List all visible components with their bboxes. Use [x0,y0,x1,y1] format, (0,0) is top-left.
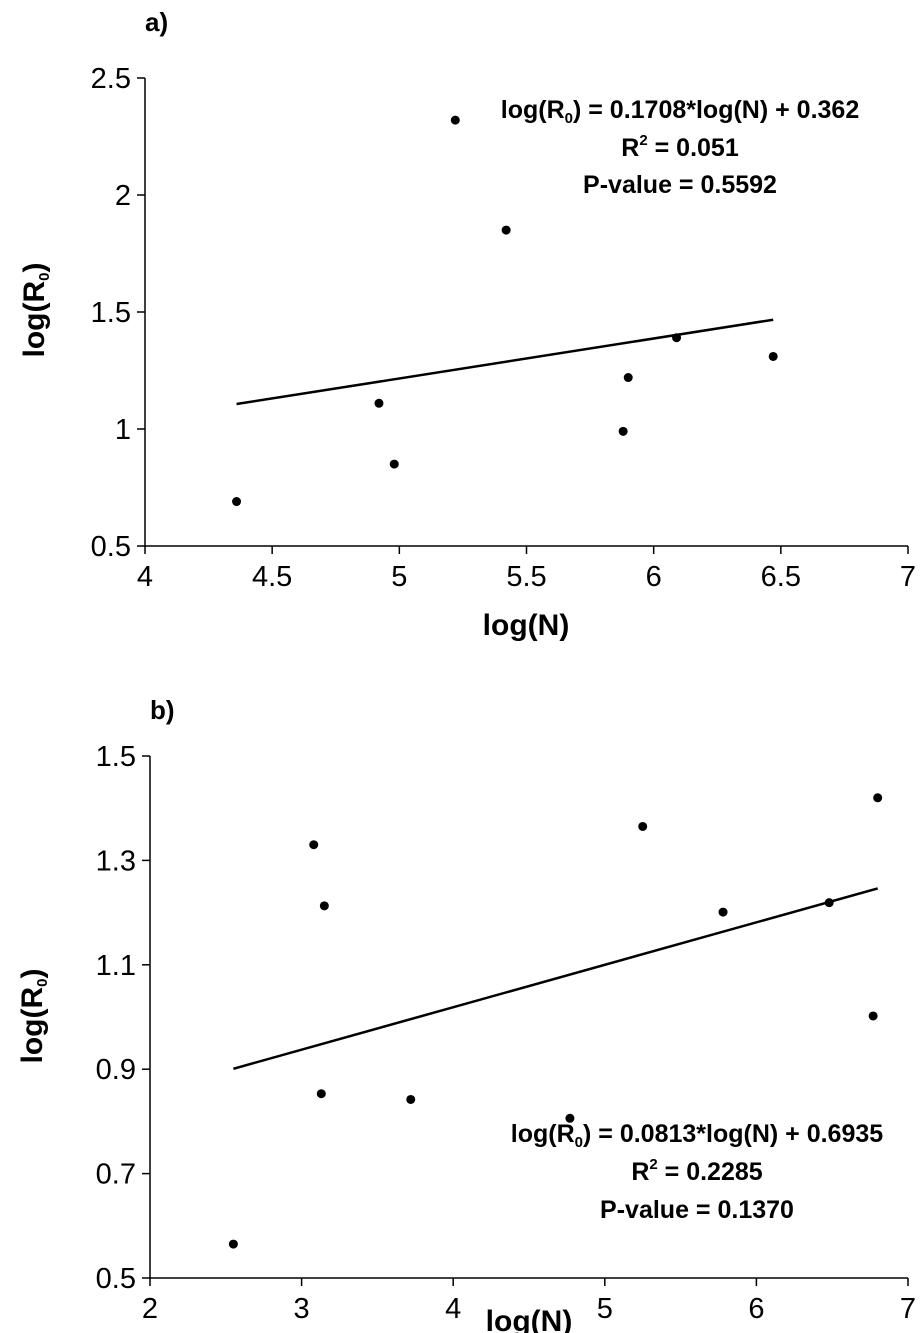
data-point [309,840,319,850]
panel-a-ylabel-subscript: 0 [36,273,53,281]
panel-b: b) 2 3 4 5 6 7 0.5 0.7 0.9 1.1 1.3 1.5 log(N) log(… [16,695,916,1333]
panel-a-equation-prefix: log(R [501,96,565,124]
panel-a-ylabel-close: ) [18,263,51,273]
panel-a-r2-base: R [621,134,639,162]
data-point [232,497,242,507]
panel-a-r2-rest: = 0.051 [648,134,739,162]
panel-a-x-ticks: 4 4.5 5 5.5 6 6.5 7 [137,546,916,593]
data-point [389,459,399,469]
panel-a-r2-superscript: 2 [639,132,647,149]
data-point [501,225,511,235]
y-tick-label: 1.5 [91,297,131,329]
panel-b-x-ticks: 2 3 4 5 6 7 [142,1278,916,1325]
data-point [623,373,633,383]
data-point [450,115,460,125]
y-tick-label: 1.1 [96,950,136,982]
y-tick-label: 1.3 [96,845,136,877]
y-tick-label: 2 [115,180,131,212]
panel-b-r2: R2 = 0.2285 [631,1156,762,1186]
data-point [873,793,883,803]
panel-b-y-ticks: 0.5 0.7 0.9 1.1 1.3 1.5 [96,741,150,1295]
panel-b-label: b) [150,695,175,725]
panel-b-xlabel: log(N) [486,1305,573,1333]
panel-b-ylabel-base: log(R [16,987,49,1064]
x-tick-label: 4 [137,561,153,593]
panel-a-trendline [236,318,774,406]
data-point [228,1239,238,1249]
panel-b-equation-prefix: log(R [511,1120,575,1148]
panel-a-r2: R2 = 0.051 [621,132,739,162]
x-tick-label: 6.5 [761,561,801,593]
y-tick-label: 2.5 [91,63,131,95]
panel-b-equation-subscript: 0 [575,1134,583,1151]
y-tick-label: 0.5 [91,531,131,563]
panel-a-label: a) [145,7,168,37]
data-point [319,901,329,911]
data-point [768,351,778,361]
panel-a-equation-subscript: 0 [565,110,573,127]
x-tick-label: 3 [294,1293,310,1325]
panel-b-trendline [233,887,879,1070]
x-tick-label: 2 [142,1293,158,1325]
x-tick-label: 6 [748,1293,764,1325]
x-tick-label: 5 [597,1293,613,1325]
panel-a-equation: log(R0) = 0.1708*log(N) + 0.362 [501,96,859,127]
x-tick-label: 4.5 [252,561,292,593]
data-point [672,333,682,343]
panel-a-y-ticks: 0.5 1 1.5 2 2.5 [91,63,145,563]
panel-b-points [228,793,883,1249]
y-tick-label: 0.9 [96,1054,136,1086]
panel-b-r2-superscript: 2 [649,1156,657,1173]
data-point [374,398,384,408]
panel-a-pvalue: P-value = 0.5592 [583,171,777,199]
x-tick-label: 5.5 [506,561,546,593]
data-point [316,1089,326,1099]
panel-b-equation-rest: ) = 0.0813*log(N) + 0.6935 [583,1120,883,1148]
panel-b-r2-rest: = 0.2285 [658,1158,763,1186]
data-point [868,1011,878,1021]
panel-b-equation: log(R0) = 0.0813*log(N) + 0.6935 [511,1120,883,1151]
data-point [824,898,834,908]
panel-b-pvalue: P-value = 0.1370 [600,1196,794,1224]
panel-a-equation-rest: ) = 0.1708*log(N) + 0.362 [573,96,859,124]
panel-a-ylabel: log(R0) [18,263,53,358]
x-tick-label: 7 [900,1293,916,1325]
data-point [565,1113,575,1123]
x-tick-label: 6 [646,561,662,593]
y-tick-label: 1.5 [96,741,136,773]
panel-b-r2-base: R [631,1158,649,1186]
panel-b-ylabel-close: ) [16,969,49,979]
x-tick-label: 7 [900,561,916,593]
panel-a-xlabel: log(N) [483,609,570,642]
x-tick-label: 4 [445,1293,461,1325]
y-tick-label: 0.5 [96,1263,136,1295]
x-tick-label: 5 [391,561,407,593]
data-point [618,426,628,436]
y-tick-label: 1 [115,414,131,446]
panel-a-ylabel-base: log(R [18,281,51,358]
panel-a-points [232,115,778,507]
y-tick-label: 0.7 [96,1159,136,1191]
panel-b-ylabel: log(R0) [16,969,51,1064]
data-point [718,907,728,917]
data-point [406,1094,416,1104]
panel-a: a) 4 4.5 5 5.5 6 6.5 7 0.5 1 1.5 2 2.5 log(N) log(… [18,7,916,642]
data-point [638,821,648,831]
panel-b-ylabel-subscript: 0 [34,979,51,987]
